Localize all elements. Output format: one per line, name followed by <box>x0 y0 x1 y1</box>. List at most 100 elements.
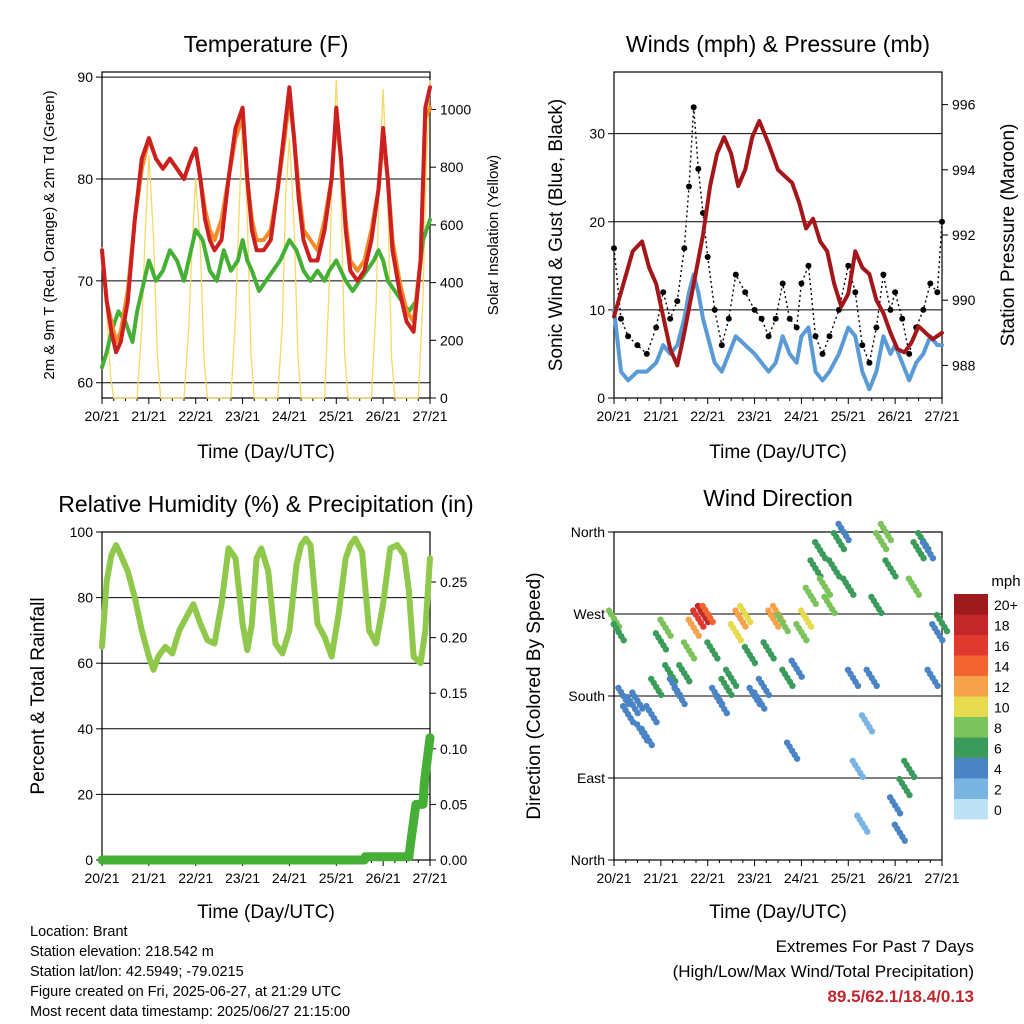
winds-series-0-point <box>798 280 805 287</box>
direction-point <box>634 709 641 717</box>
winds-title: Winds (mph) & Pressure (mb) <box>626 31 930 57</box>
winds-xtick-label: 27/21 <box>924 408 959 424</box>
direction-point <box>770 655 777 662</box>
direction-point <box>854 682 862 689</box>
direction-point <box>648 741 655 749</box>
direction-ytick-label: North <box>571 852 605 868</box>
location-text: Location: Brant <box>30 924 128 940</box>
humidity-ytick-right-label: 0.00 <box>440 852 467 868</box>
legend-label: 4 <box>994 761 1002 777</box>
extremes-box: Extremes For Past 7 Days (High/Low/Max W… <box>673 934 974 1009</box>
legend-label: 14 <box>994 659 1010 675</box>
direction-xtick-label: 22/21 <box>690 870 725 886</box>
temperature-xtick-label: 26/21 <box>366 408 401 424</box>
direction-point <box>723 709 730 717</box>
humidity-ytick-label: 60 <box>77 655 93 671</box>
direction-point <box>901 837 908 844</box>
winds-ylabel-right: Station Pressure (Maroon) <box>998 124 1019 347</box>
direction-point <box>868 728 876 735</box>
winds-series-0-point <box>927 280 934 287</box>
direction-point <box>789 682 796 689</box>
direction-point <box>798 673 805 680</box>
legend-swatch <box>954 676 988 697</box>
temperature-ylabel: 2m & 9m T (Red, Orange) & 2m Td (Green) <box>41 90 58 379</box>
direction-xtick-label: 23/21 <box>737 870 772 886</box>
extremes-subtitle: (High/Low/Max Wind/Total Precipitation) <box>672 962 974 981</box>
winds-series-0-point <box>866 359 873 366</box>
direction-point <box>812 600 819 607</box>
legend-swatch <box>954 717 988 738</box>
legend-label: 12 <box>994 679 1010 695</box>
direction-point <box>920 555 927 562</box>
temperature-xlabel: Time (Day/UTC) <box>197 442 335 463</box>
extremes-values: 89.5/62.1/18.4/0.13 <box>827 987 974 1006</box>
temperature-ytick-right-label: 1000 <box>440 102 471 118</box>
winds-series-0-point <box>812 333 819 340</box>
temperature-ytick-label: 60 <box>77 375 93 391</box>
direction-title: Wind Direction <box>703 485 853 511</box>
humidity-ytick-label: 20 <box>77 786 93 802</box>
humidity-xtick-label: 24/21 <box>272 870 307 886</box>
humidity-ytick-right-label: 0.05 <box>440 796 467 812</box>
direction-xtick-label: 27/21 <box>924 870 959 886</box>
direction-ytick-label: West <box>573 606 605 622</box>
direction-point <box>737 637 744 644</box>
temperature-ytick-right-label: 800 <box>440 159 464 175</box>
legend-label: 2 <box>994 782 1002 798</box>
direction-point <box>864 828 871 835</box>
direction-point <box>807 623 815 630</box>
direction-point <box>662 646 670 653</box>
humidity-ytick-label: 100 <box>70 524 94 540</box>
temperature-xtick-label: 25/21 <box>319 408 354 424</box>
winds-series-0-point <box>681 245 688 252</box>
direction-point <box>850 591 857 598</box>
winds-series-0-point <box>779 280 786 287</box>
humidity-ytick-label: 80 <box>77 590 93 606</box>
direction-point <box>761 705 768 712</box>
legend-swatch <box>954 635 988 656</box>
legend-label: 10 <box>994 700 1010 716</box>
winds-series-2-line <box>612 118 944 368</box>
winds-xlabel: Time (Day/UTC) <box>709 442 847 463</box>
direction-point <box>686 678 693 685</box>
temperature-xtick-label: 27/21 <box>412 408 447 424</box>
elevation-text: Station elevation: 218.542 m <box>30 944 214 960</box>
winds-ytick-right-label: 990 <box>952 292 976 308</box>
winds-ytick-label: 30 <box>589 126 605 142</box>
temperature-ytick-label: 80 <box>77 171 93 187</box>
winds-series-0-point <box>725 315 732 322</box>
direction-point <box>793 755 801 762</box>
humidity-plot-frame <box>101 531 431 861</box>
legend-label: 6 <box>994 741 1002 757</box>
humidity-xtick-label: 21/21 <box>131 870 166 886</box>
legend-swatch <box>954 758 988 779</box>
winds-ytick-label: 20 <box>589 214 605 230</box>
humidity-series-0-line <box>99 535 433 673</box>
direction-point <box>915 591 923 598</box>
winds-series-0-point <box>765 333 772 340</box>
humidity-xlabel: Time (Day/UTC) <box>197 902 335 923</box>
humidity-xtick-label: 27/21 <box>412 870 447 886</box>
direction-point <box>714 655 721 662</box>
legend-label: 20+ <box>994 597 1018 613</box>
winds-series-0-point <box>892 289 899 296</box>
humidity-precip-panel: Relative Humidity (%) & Precipitation (i… <box>28 491 474 923</box>
winds-xtick-label: 24/21 <box>784 408 819 424</box>
direction-point <box>943 627 951 635</box>
winds-xtick-label: 23/21 <box>737 408 772 424</box>
winds-ytick-right-label: 988 <box>952 357 976 373</box>
humidity-ytick-right-label: 0.15 <box>440 685 467 701</box>
direction-xtick-label: 21/21 <box>643 870 678 886</box>
legend-swatch <box>954 737 988 758</box>
legend-swatch <box>954 614 988 635</box>
direction-point <box>681 700 688 708</box>
temperature-ytick-right-label: 200 <box>440 332 464 348</box>
direction-ytick-label: South <box>568 688 605 704</box>
direction-xtick-label: 25/21 <box>831 870 866 886</box>
temperature-xtick-label: 23/21 <box>225 408 260 424</box>
winds-series-0-point <box>845 262 852 269</box>
direction-point <box>620 637 627 644</box>
legend-title: mph <box>991 573 1020 590</box>
created-text: Figure created on Fri, 2025-06-27, at 21… <box>30 984 342 1000</box>
